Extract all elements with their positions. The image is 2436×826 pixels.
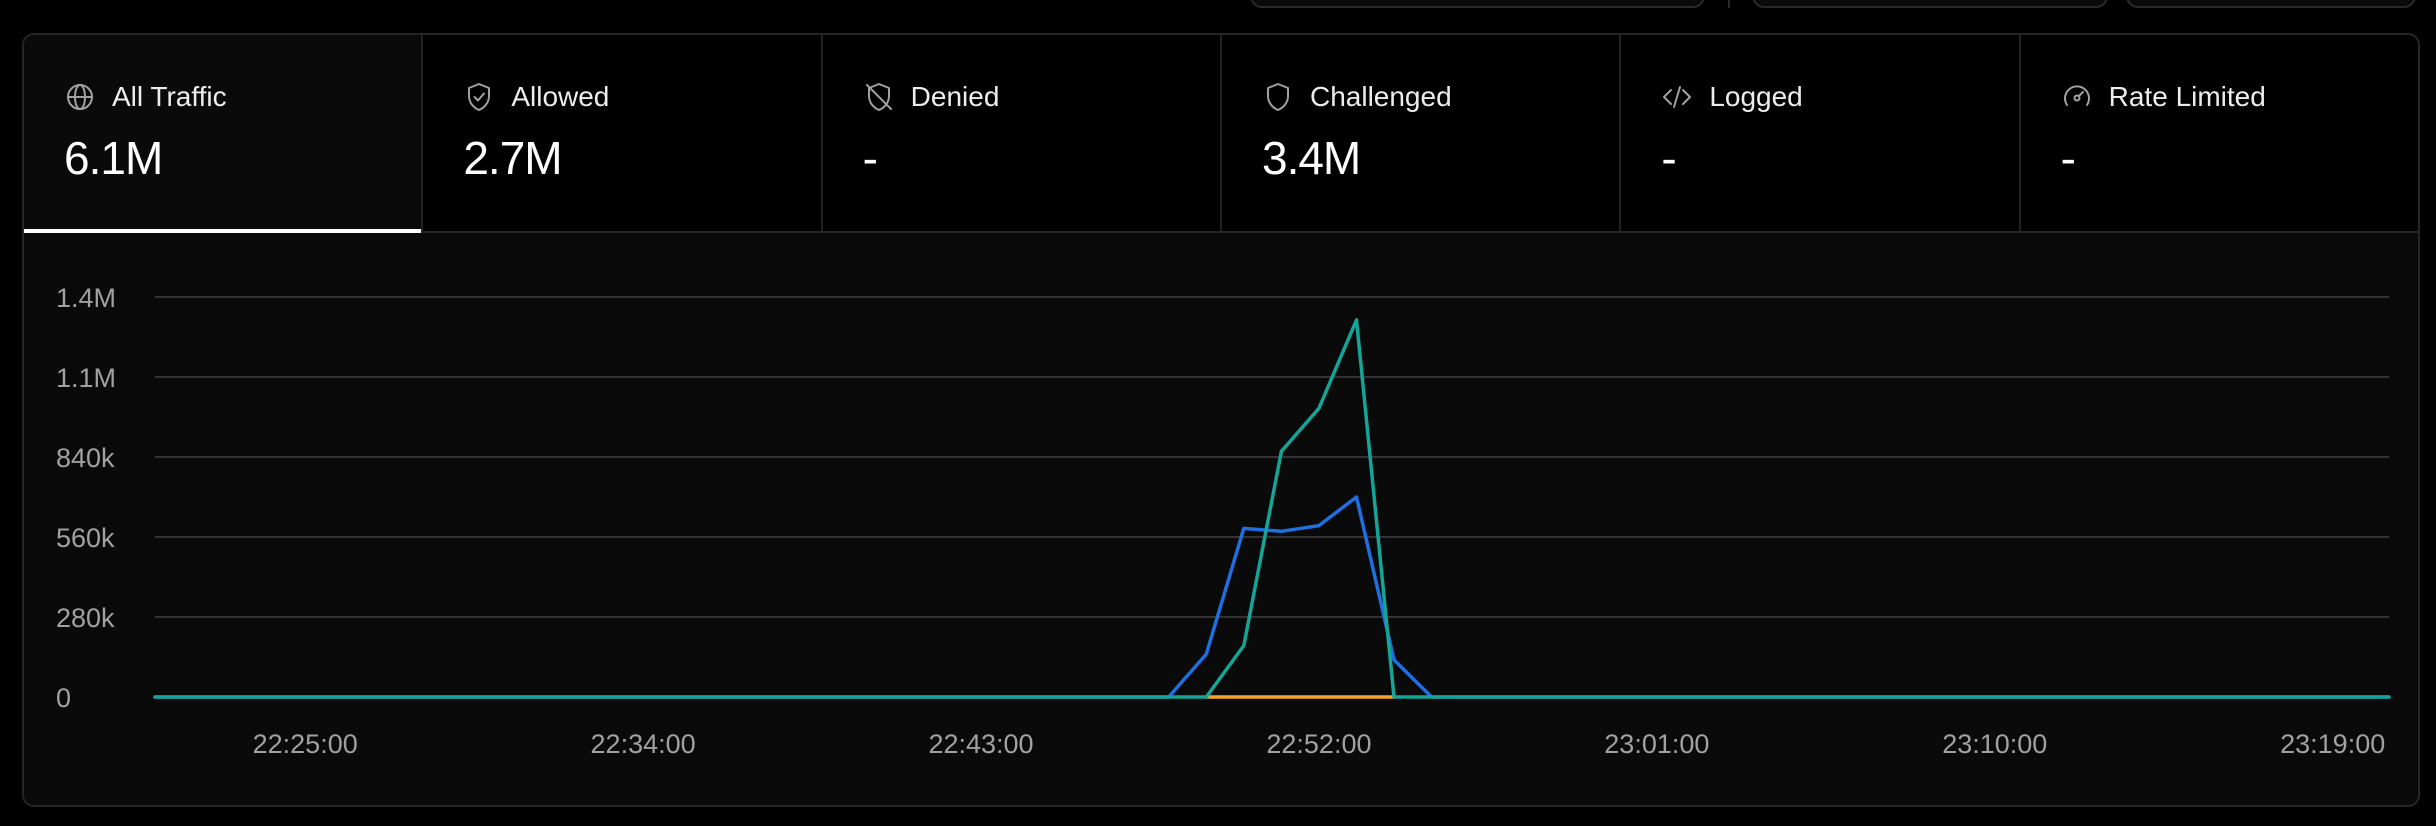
traffic-chart-svg: 0 280k 560k 840k 1.1M 1.4M 22:25:00 22:34:00 22:… — [56, 283, 2391, 759]
tab-label: All Traffic — [112, 81, 227, 112]
tab-label: Logged — [1709, 81, 1803, 112]
series-line-1 — [153, 495, 2391, 699]
tab-value: 2.7M — [463, 132, 562, 184]
tab-header: Rate Limited — [2061, 77, 2418, 117]
y-tick-label: 1.1M — [56, 363, 116, 393]
tab-logged[interactable]: Logged - — [1621, 35, 2021, 231]
tab-label: Challenged — [1309, 81, 1452, 112]
tab-value: - — [862, 132, 878, 184]
toolbar-divider — [1728, 0, 1730, 8]
y-tick-label: 280k — [56, 603, 115, 633]
x-tick-label: 22:34:00 — [591, 729, 696, 759]
tab-rate-limited[interactable]: Rate Limited - — [2021, 35, 2418, 231]
x-tick-label: 22:52:00 — [1266, 729, 1371, 759]
tab-label: Allowed — [511, 81, 610, 112]
tab-header: All Traffic — [64, 77, 421, 117]
x-tick-label: 22:43:00 — [928, 729, 1033, 759]
globe-icon — [64, 81, 96, 113]
x-tick-label: 23:10:00 — [1942, 729, 2047, 759]
tab-value: - — [2060, 132, 2076, 184]
tab-denied[interactable]: Denied - — [823, 35, 1222, 231]
series-line-3 — [153, 318, 2391, 699]
y-tick-label: 560k — [56, 523, 115, 553]
filter-select[interactable] — [1752, 0, 2108, 8]
time-range-select[interactable] — [1250, 0, 1705, 8]
x-tick-label: 22:25:00 — [253, 729, 358, 759]
tab-header: Challenged — [1262, 77, 1619, 117]
traffic-chart: 0 280k 560k 840k 1.1M 1.4M 22:25:00 22:34:00 22:… — [24, 233, 2418, 805]
x-tick-label: 23:19:00 — [2280, 729, 2385, 759]
traffic-tabs: All Traffic 6.1M Allowed 2.7M Denied - Challen… — [24, 35, 2418, 233]
tab-value: 6.1M — [64, 132, 163, 184]
y-tick-label: 840k — [56, 443, 115, 473]
x-tick-label: 23:01:00 — [1604, 729, 1709, 759]
tab-value: 3.4M — [1261, 132, 1361, 184]
y-tick-label: 0 — [56, 683, 71, 713]
tab-allowed[interactable]: Allowed 2.7M — [423, 35, 823, 231]
view-select[interactable] — [2126, 0, 2416, 8]
tab-header: Allowed — [463, 77, 820, 117]
tab-label: Denied — [910, 81, 1000, 112]
tab-value: - — [1661, 132, 1676, 184]
shield-off-icon — [863, 81, 895, 113]
tab-label: Rate Limited — [2108, 81, 2266, 112]
gauge-icon — [2061, 81, 2093, 113]
tab-header: Logged — [1661, 77, 2018, 117]
traffic-panel: All Traffic 6.1M Allowed 2.7M Denied - Challen… — [22, 33, 2420, 807]
tab-header: Denied — [863, 77, 1220, 117]
tab-all-traffic[interactable]: All Traffic 6.1M — [24, 35, 424, 233]
shield-check-icon — [463, 81, 495, 113]
code-icon — [1661, 81, 1693, 113]
shield-icon — [1262, 81, 1294, 113]
tab-challenged[interactable]: Challenged 3.4M — [1222, 35, 1622, 231]
y-tick-label: 1.4M — [56, 283, 116, 313]
